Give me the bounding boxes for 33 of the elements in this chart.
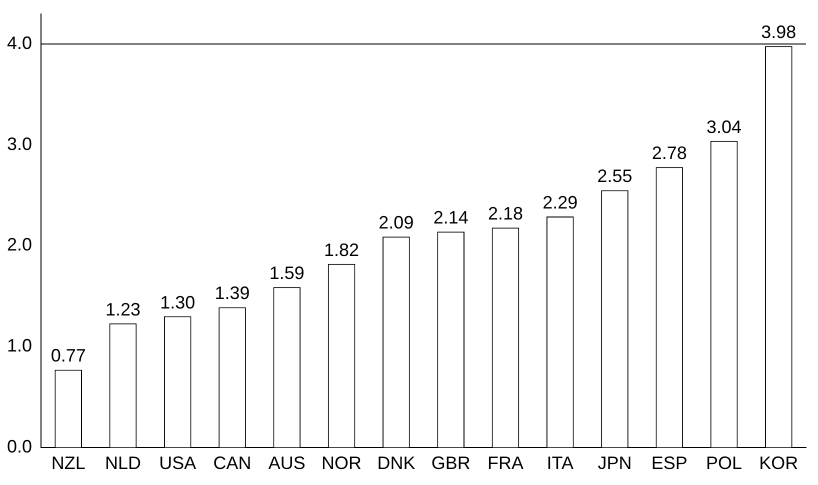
- data-label: 1.82: [324, 240, 360, 260]
- y-tick-label: 0.0: [6, 436, 32, 456]
- x-tick-label: NZL: [51, 453, 86, 474]
- data-label: 0.77: [50, 346, 86, 366]
- x-tick-label: ESP: [651, 453, 688, 474]
- x-tick-label: KOR: [759, 453, 798, 474]
- y-tick-label: 3.0: [6, 134, 32, 154]
- x-tick-label: DNK: [377, 453, 416, 474]
- x-tick-label: POL: [706, 453, 742, 474]
- x-tick-label: USA: [159, 453, 196, 474]
- y-tick-label: 4.0: [6, 33, 32, 54]
- data-label: 2.14: [433, 208, 468, 228]
- x-tick-label: GBR: [431, 453, 470, 474]
- x-tick-label: FRA: [487, 453, 524, 474]
- x-tick-label: CAN: [213, 453, 252, 474]
- data-label: 1.59: [269, 263, 304, 284]
- x-tick-label: JPN: [598, 453, 632, 474]
- x-tick-label: NLD: [104, 453, 141, 474]
- y-tick-label: 2.0: [6, 234, 32, 255]
- x-tick-label: AUS: [268, 453, 306, 474]
- data-label: 2.09: [378, 212, 414, 233]
- data-label: 1.39: [214, 283, 250, 304]
- data-label: 1.23: [105, 299, 141, 320]
- data-label: 2.18: [488, 204, 523, 224]
- data-label: 2.29: [542, 192, 578, 212]
- x-tick-label: NOR: [322, 453, 362, 474]
- data-label: 2.55: [597, 166, 632, 186]
- data-label: 1.30: [160, 292, 196, 312]
- y-tick-label: 1.0: [6, 336, 32, 356]
- x-tick-label: ITA: [546, 453, 574, 474]
- data-label: 3.04: [706, 116, 742, 137]
- data-label: 2.78: [652, 143, 687, 164]
- data-label: 3.98: [761, 22, 796, 42]
